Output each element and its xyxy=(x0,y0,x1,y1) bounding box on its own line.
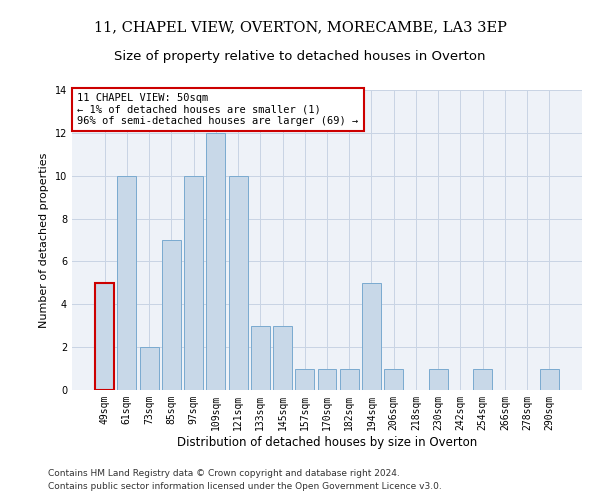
Bar xyxy=(184,176,203,390)
Bar xyxy=(317,368,337,390)
Text: Size of property relative to detached houses in Overton: Size of property relative to detached ho… xyxy=(114,50,486,63)
Bar xyxy=(229,176,248,390)
Y-axis label: Number of detached properties: Number of detached properties xyxy=(39,152,49,328)
Bar xyxy=(295,368,314,390)
Bar xyxy=(273,326,292,390)
Bar xyxy=(340,368,359,390)
Text: 11 CHAPEL VIEW: 50sqm
← 1% of detached houses are smaller (1)
96% of semi-detach: 11 CHAPEL VIEW: 50sqm ← 1% of detached h… xyxy=(77,93,358,126)
Bar xyxy=(118,176,136,390)
X-axis label: Distribution of detached houses by size in Overton: Distribution of detached houses by size … xyxy=(177,436,477,448)
Bar xyxy=(206,133,225,390)
Bar xyxy=(429,368,448,390)
Bar xyxy=(95,283,114,390)
Text: 11, CHAPEL VIEW, OVERTON, MORECAMBE, LA3 3EP: 11, CHAPEL VIEW, OVERTON, MORECAMBE, LA3… xyxy=(94,20,506,34)
Bar xyxy=(540,368,559,390)
Bar xyxy=(473,368,492,390)
Bar xyxy=(384,368,403,390)
Bar xyxy=(162,240,181,390)
Bar xyxy=(251,326,270,390)
Bar xyxy=(362,283,381,390)
Text: Contains public sector information licensed under the Open Government Licence v3: Contains public sector information licen… xyxy=(48,482,442,491)
Text: Contains HM Land Registry data © Crown copyright and database right 2024.: Contains HM Land Registry data © Crown c… xyxy=(48,468,400,477)
Bar xyxy=(140,347,158,390)
